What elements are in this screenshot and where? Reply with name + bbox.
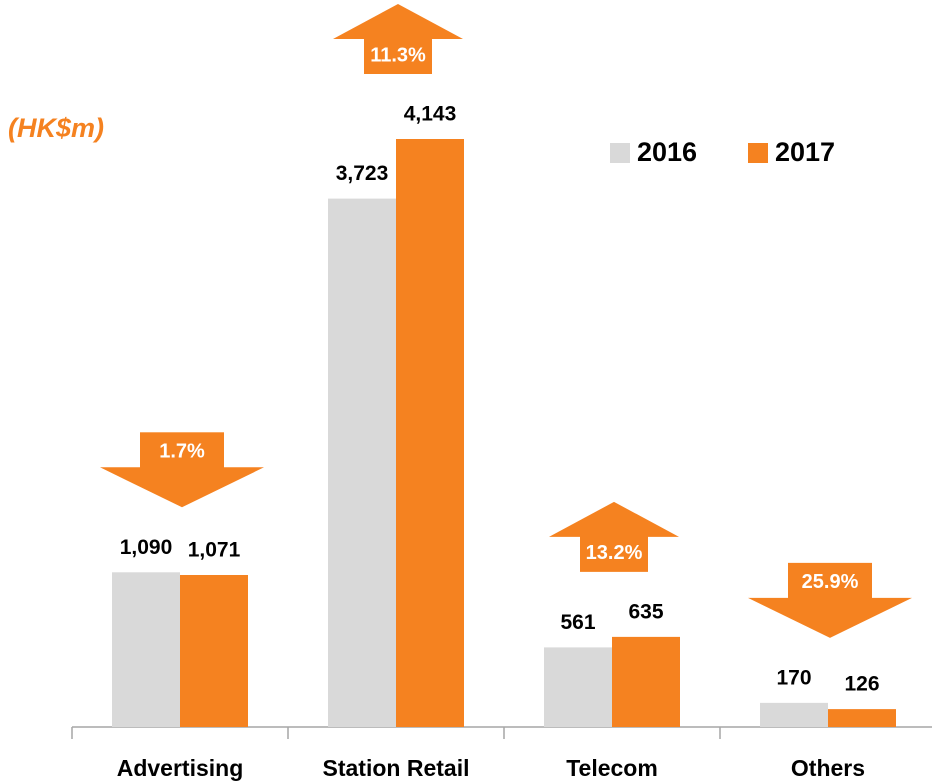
arrow-body [580,535,648,572]
bar [544,647,612,727]
arrow-head [100,467,264,508]
legend-label: 2017 [775,137,835,167]
bar [112,572,180,727]
x-tick-label: Telecom [566,755,658,781]
value-label: 170 [776,666,811,689]
annotation: 1.7% [159,441,205,463]
bar [760,702,828,727]
x-tick-label: Station Retail [323,755,470,781]
value-label: 561 [560,611,595,634]
arrow-head [549,501,679,537]
arrow-head [748,597,912,638]
bar [328,198,396,727]
value-label: 1,090 [120,536,173,559]
x-tick-label: Others [791,755,865,781]
value-label: 635 [628,600,663,623]
legend-label: 2016 [637,137,697,167]
value-label: 4,143 [404,103,457,126]
annotation: 11.3% [370,44,426,66]
legend-swatch [748,143,768,163]
x-tick-label: Advertising [117,755,244,781]
arrow-body [788,562,872,599]
annotation: 13.2% [586,542,643,564]
bar [828,709,896,727]
value-label: 3,723 [336,162,389,185]
unit-label: (HK$m) [8,113,104,143]
value-label: 1,071 [188,539,241,562]
annotation: 25.9% [802,571,859,593]
arrow-body [140,432,224,469]
legend-swatch [610,143,630,163]
bar [612,636,680,727]
value-label: 126 [844,673,879,696]
arrow-head [333,4,463,39]
bar [180,574,248,727]
bar [396,139,464,727]
arrow-body [364,38,432,74]
